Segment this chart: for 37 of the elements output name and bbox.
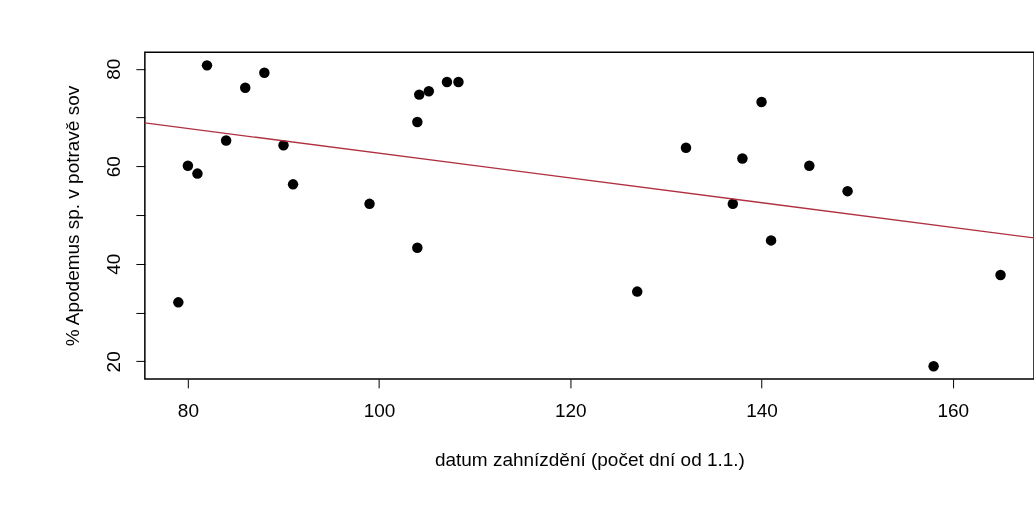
point (220, 135, 232, 146)
point (240, 82, 251, 94)
y-tick-label: 20 (103, 351, 125, 373)
point (441, 76, 453, 88)
y-axis-title: % Apodemus sp. v potravě sov (62, 85, 84, 347)
point (453, 76, 464, 88)
point (680, 142, 692, 153)
point (804, 160, 815, 172)
point (928, 360, 939, 372)
point (192, 168, 203, 179)
x-axis-title: datum zahnízdění (počet dní od 1.1.) (434, 449, 745, 471)
x-tick-label: 100 (363, 400, 396, 422)
point (423, 85, 435, 97)
point (278, 140, 289, 151)
point (737, 153, 748, 164)
point (765, 235, 777, 246)
point (995, 269, 1006, 281)
point (631, 286, 643, 297)
point (173, 297, 184, 308)
point (259, 67, 270, 78)
x-tick-label: 160 (937, 400, 970, 422)
point (412, 242, 423, 253)
x-tick-label: 120 (554, 400, 587, 422)
point (756, 96, 767, 108)
point (842, 185, 853, 197)
x-tick-label: 140 (746, 400, 778, 422)
point (412, 116, 423, 128)
x-tick-label: 80 (177, 400, 199, 422)
point (287, 179, 299, 190)
y-tick-label: 40 (103, 253, 125, 275)
point (414, 89, 425, 100)
point (201, 60, 213, 71)
point (182, 160, 194, 172)
y-tick-label: 60 (103, 156, 125, 178)
point (727, 198, 739, 210)
point (364, 198, 375, 210)
y-tick-label: 80 (103, 58, 125, 80)
